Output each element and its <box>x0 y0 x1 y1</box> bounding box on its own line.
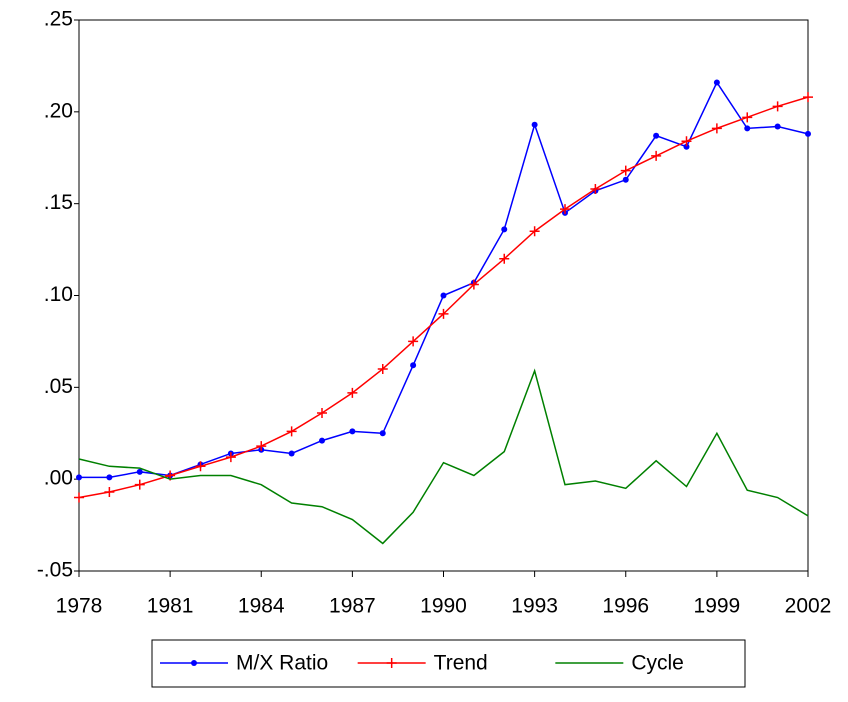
legend-marker <box>386 658 397 668</box>
point <box>531 121 538 128</box>
point <box>377 363 388 374</box>
point <box>803 92 813 103</box>
point <box>620 165 631 176</box>
y-tick-label: .05 <box>44 375 73 398</box>
point <box>74 492 84 503</box>
y-tick-label: .25 <box>44 8 73 31</box>
point <box>622 176 629 183</box>
point <box>379 430 386 437</box>
legend-label: M/X Ratio <box>236 652 328 675</box>
point <box>468 279 479 290</box>
point <box>195 461 206 472</box>
legend-label: Cycle <box>631 652 684 675</box>
point <box>805 130 811 137</box>
point <box>681 136 692 147</box>
y-tick-label: .20 <box>44 99 73 122</box>
point <box>134 479 145 490</box>
series-line <box>78 368 809 545</box>
y-tick-label: -.05 <box>37 559 73 582</box>
x-tick-label: 2002 <box>785 595 832 618</box>
x-tick-label: 1978 <box>56 595 103 618</box>
point <box>590 183 601 194</box>
point <box>76 474 82 481</box>
point <box>651 150 662 161</box>
point <box>742 112 753 123</box>
legend-label: Trend <box>434 652 488 675</box>
x-tick-label: 1993 <box>511 595 558 618</box>
point <box>347 387 358 398</box>
point <box>410 362 417 369</box>
point <box>286 426 297 437</box>
x-tick-label: 1999 <box>694 595 741 618</box>
x-tick-label: 1990 <box>420 595 467 618</box>
point <box>560 204 570 215</box>
point <box>774 123 781 130</box>
point <box>225 452 236 463</box>
point <box>529 226 540 237</box>
x-tick-label: 1984 <box>238 595 285 618</box>
point <box>349 428 356 435</box>
y-tick-label: .15 <box>44 191 73 214</box>
legend-marker <box>191 660 197 666</box>
point <box>136 468 143 475</box>
point <box>317 408 327 419</box>
point <box>713 79 720 86</box>
point <box>104 487 115 498</box>
x-tick-label: 1987 <box>329 595 376 618</box>
x-tick-label: 1981 <box>147 595 194 618</box>
point <box>711 123 722 134</box>
point <box>440 292 447 299</box>
point <box>499 253 510 264</box>
point <box>438 308 449 319</box>
point <box>501 226 508 233</box>
point <box>683 143 690 150</box>
point <box>319 437 325 444</box>
x-tick-label: 1996 <box>602 595 649 618</box>
legend-box <box>151 639 746 688</box>
point <box>653 132 660 139</box>
point <box>256 441 267 452</box>
y-tick-label: .10 <box>44 283 73 306</box>
point <box>106 474 113 481</box>
y-tick-label: .00 <box>44 467 73 490</box>
point <box>288 450 295 457</box>
series-line <box>79 80 809 479</box>
point <box>772 101 783 112</box>
point <box>744 125 751 132</box>
point <box>408 336 419 347</box>
